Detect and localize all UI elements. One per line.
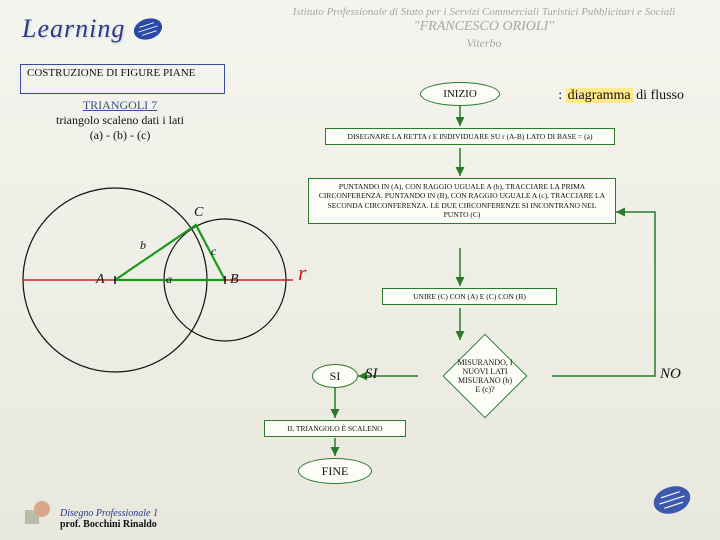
node-si: SI (312, 364, 358, 388)
title-link[interactable]: TRIANGOLI 7 (20, 98, 220, 113)
conn-dec-no (552, 212, 655, 376)
circle-a (23, 188, 207, 372)
label-a: A (96, 272, 105, 288)
header-line1: Istituto Professionale di Stato per i Se… (264, 6, 704, 18)
logo-corner-icon (644, 472, 699, 527)
header-line3: Viterbo (264, 36, 704, 51)
header-subtitle: Istituto Professionale di Stato per i Se… (264, 6, 704, 51)
flow-label-suffix: di flusso (633, 88, 684, 103)
label-no: NO (660, 366, 681, 383)
node-inizio: INIZIO (420, 82, 500, 106)
label-c-side: c (211, 244, 216, 259)
label-si: SI (365, 366, 378, 383)
label-b-side: b (140, 238, 146, 253)
title-line2: triangolo scaleno dati i lati (20, 113, 220, 128)
circle-b (164, 219, 286, 341)
title-box: COSTRUZIONE DI FIGURE PIANE (20, 64, 225, 94)
footer: Disegno Professionale 1 prof. Bocchini R… (60, 508, 158, 530)
logo: Learning (0, 12, 165, 46)
logo-text: Learning (22, 14, 125, 44)
header-line2: "FRANCESCO ORIOLI" (264, 19, 704, 35)
logo-oval-icon (127, 8, 170, 51)
node-decision: MISURANDO, I NUOVI LATI MISURANO (b) E (… (443, 334, 528, 419)
label-a-side: a (166, 272, 172, 287)
node-step4: IL TRIANGOLO È SCALENO (264, 420, 406, 437)
flow-label-highlight: diagramma (566, 88, 633, 103)
footer-prof: prof. Bocchini Rinaldo (60, 519, 158, 530)
node-step1: DISEGNARE LA RETTA r E INDIVIDUARE SU r … (325, 128, 615, 145)
header: Learning Istituto Professionale di Stato… (0, 0, 720, 58)
footer-course: Disegno Professionale 1 (60, 508, 158, 519)
label-r: r (298, 260, 307, 286)
flow-label-prefix: : (558, 88, 565, 103)
node-decision-text: MISURANDO, I NUOVI LATI MISURANO (b) E (… (456, 358, 514, 394)
node-step3: UNIRE (C) CON (A) E (C) CON (B) (382, 288, 557, 305)
title-line3: (a) - (b) - (c) (20, 128, 220, 143)
node-fine: FINE (298, 458, 372, 484)
label-c-pt: C (194, 205, 203, 221)
flow-label: : diagramma di flusso (558, 88, 684, 104)
footer-shapes-icon (22, 498, 52, 528)
node-step2: PUNTANDO IN (A), CON RAGGIO UGUALE A (b)… (308, 178, 616, 224)
label-b-pt: B (230, 272, 239, 288)
